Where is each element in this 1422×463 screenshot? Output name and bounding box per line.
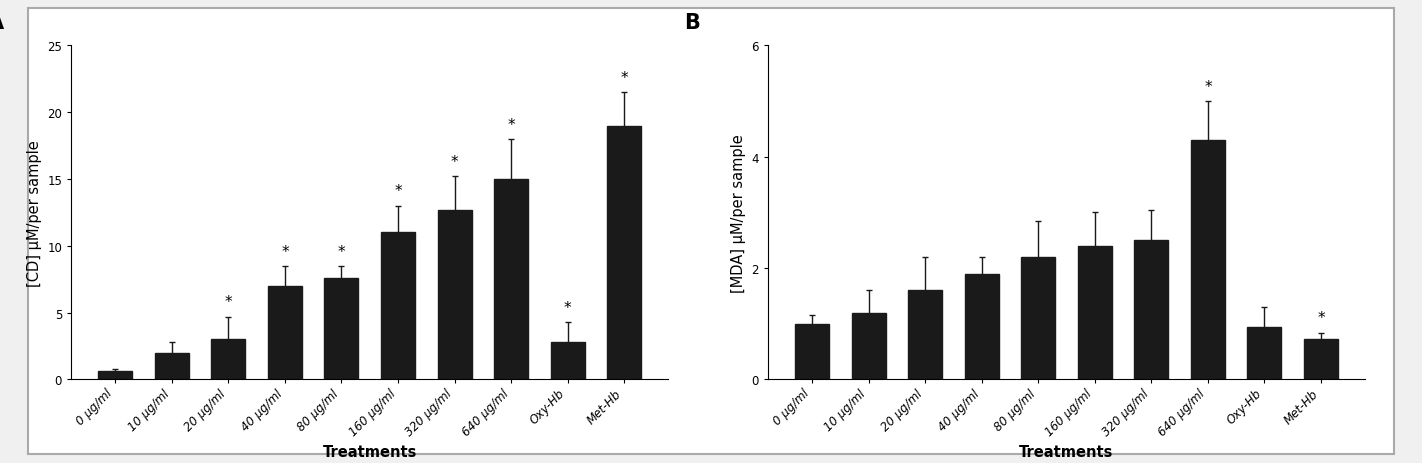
Bar xyxy=(267,286,301,380)
Text: A: A xyxy=(0,13,4,33)
Bar xyxy=(381,233,415,380)
Text: *: * xyxy=(1317,311,1325,325)
X-axis label: Treatments: Treatments xyxy=(323,444,417,459)
Bar xyxy=(852,313,886,380)
Text: *: * xyxy=(337,244,346,259)
Bar xyxy=(795,324,829,380)
Y-axis label: [CD] μM/per sample: [CD] μM/per sample xyxy=(27,140,41,286)
Bar xyxy=(909,291,941,380)
Text: *: * xyxy=(451,155,458,169)
Bar xyxy=(212,340,246,380)
Text: *: * xyxy=(620,71,629,86)
Text: *: * xyxy=(508,117,515,132)
Bar xyxy=(1135,241,1169,380)
Bar xyxy=(1078,246,1112,380)
Bar xyxy=(438,210,472,380)
Bar xyxy=(1021,257,1055,380)
Bar xyxy=(1304,340,1338,380)
Bar xyxy=(495,180,528,380)
Text: B: B xyxy=(684,13,700,33)
Text: *: * xyxy=(1204,80,1212,94)
Bar xyxy=(98,372,132,380)
Y-axis label: [MDA] μM/per sample: [MDA] μM/per sample xyxy=(731,134,745,292)
Bar xyxy=(607,126,641,380)
Text: *: * xyxy=(394,184,402,199)
Bar xyxy=(324,278,358,380)
Text: *: * xyxy=(282,244,289,259)
Bar xyxy=(1247,327,1281,380)
Bar xyxy=(550,342,584,380)
Bar xyxy=(964,274,998,380)
Text: *: * xyxy=(225,294,232,310)
Bar xyxy=(155,353,189,380)
Text: *: * xyxy=(565,300,572,315)
Bar xyxy=(1192,141,1224,380)
X-axis label: Treatments: Treatments xyxy=(1020,444,1113,459)
